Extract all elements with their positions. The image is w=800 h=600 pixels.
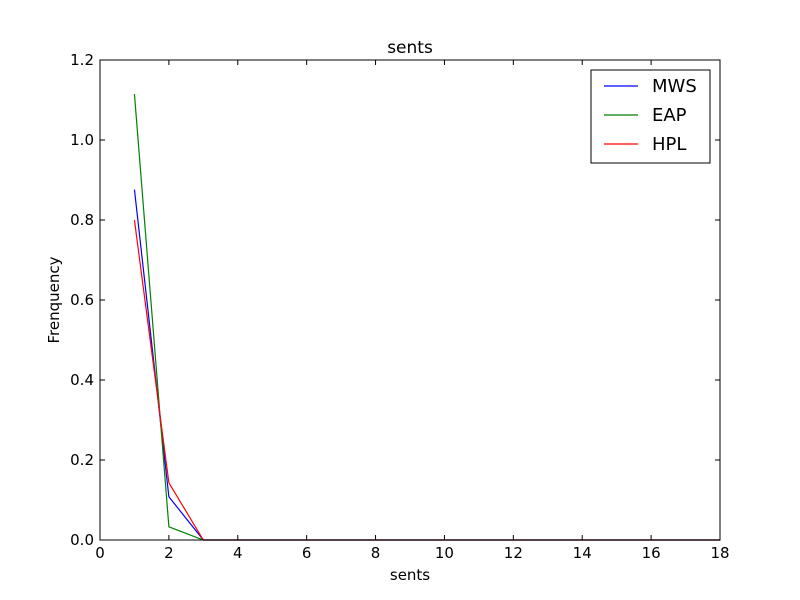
y-tick-label: 0.4 xyxy=(70,371,94,389)
x-tick-label: 16 xyxy=(642,544,661,562)
x-tick-label: 4 xyxy=(233,544,243,562)
y-tick-label: 1.0 xyxy=(70,131,94,149)
y-tick-label: 0.8 xyxy=(70,211,94,229)
x-tick-label: 12 xyxy=(504,544,523,562)
legend-label-hpl: HPL xyxy=(652,134,686,155)
y-tick-label: 0.2 xyxy=(70,451,94,469)
y-axis-label: Frenquency xyxy=(45,256,63,343)
x-tick-label: 10 xyxy=(435,544,454,562)
x-tick-label: 0 xyxy=(95,544,105,562)
x-tick-label: 18 xyxy=(710,544,729,562)
legend: MWS EAP HPL xyxy=(590,69,711,164)
series-line-mws xyxy=(133,189,720,541)
x-tick-label: 2 xyxy=(164,544,174,562)
y-tick-label: 0.6 xyxy=(70,291,94,309)
x-axis-label: sents xyxy=(390,566,430,584)
chart-title: sents xyxy=(387,38,433,58)
x-tick-label: 14 xyxy=(573,544,592,562)
series-line-hpl xyxy=(133,219,720,541)
ticks-layer: 0 2 4 6 8 10 12 14 16 18 0.0 0.2 0.4 0.6 0.8 1.0 1.2 xyxy=(70,51,729,562)
x-tick-label: 6 xyxy=(302,544,312,562)
y-tick-label: 1.2 xyxy=(70,51,94,69)
legend-label-mws: MWS xyxy=(652,76,697,97)
x-tick-label: 8 xyxy=(371,544,381,562)
legend-label-eap: EAP xyxy=(652,105,687,126)
y-tick-label: 0.0 xyxy=(70,531,94,549)
